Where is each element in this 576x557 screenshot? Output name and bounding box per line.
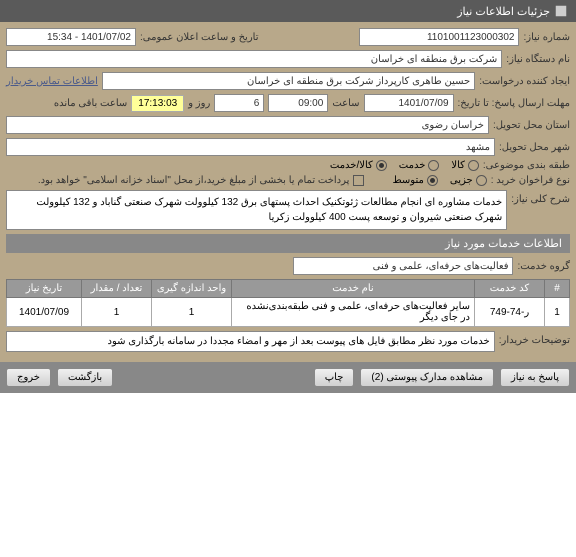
th-row: # [545, 280, 570, 298]
attachments-button[interactable]: مشاهده مدارک پیوستی (2) [360, 368, 494, 387]
payment-checkbox[interactable] [353, 175, 364, 186]
main-desc-label: شرح کلی نیاز: [511, 190, 570, 205]
radio-icon [376, 160, 387, 171]
radio-both[interactable]: کالا/خدمت [330, 160, 387, 171]
radio-mid-label: متوسط [392, 175, 423, 186]
need-number-field: 1101001123000302 [359, 28, 519, 46]
province-label: استان محل تحویل: [493, 120, 570, 131]
days-label: روز و [188, 98, 210, 109]
cell-name: سایر فعالیت‌های حرفه‌ای، علمی و فنی طبقه… [232, 298, 475, 327]
creator-label: ایجاد کننده درخواست: [479, 76, 570, 87]
radio-low-label: جزیی [450, 175, 473, 186]
radio-service-label: خدمت [399, 160, 426, 171]
services-section-bar: اطلاعات خدمات مورد نیاز [6, 234, 570, 253]
cell-code: ر-74-749 [475, 298, 545, 327]
radio-service[interactable]: خدمت [399, 160, 440, 171]
footer-buttons: پاسخ به نیاز مشاهده مدارک پیوستی (2) چاپ… [0, 362, 576, 393]
cell-idx: 1 [545, 298, 570, 327]
print-button[interactable]: چاپ [314, 368, 355, 387]
province-field: خراسان رضوی [6, 116, 489, 134]
radio-low[interactable]: جزیی [450, 175, 487, 186]
th-name: نام خدمت [232, 280, 475, 298]
creator-field: حسین طاهری کارپرداز شرکت برق منطقه ای خر… [102, 72, 475, 90]
services-table: # کد خدمت نام خدمت واحد اندازه گیری تعدا… [6, 279, 570, 327]
service-group-label: گروه خدمت: [517, 261, 570, 272]
main-desc-box: خدمات مشاوره ای انجام مطالعات ژئوتکنیک ا… [6, 190, 507, 230]
radio-icon [427, 175, 438, 186]
table-row: 1 ر-74-749 سایر فعالیت‌های حرفه‌ای، علمی… [7, 298, 570, 327]
radio-goods[interactable]: کالا [451, 160, 479, 171]
city-label: شهر محل تحویل: [499, 142, 570, 153]
device-name-field: شرکت برق منطقه ای خراسان [6, 50, 502, 68]
time-label: ساعت [332, 98, 359, 109]
back-button[interactable]: بازگشت [57, 368, 113, 387]
cell-date: 1401/07/09 [7, 298, 82, 327]
radio-icon [428, 160, 439, 171]
deadline-date-field: 1401/07/09 [364, 94, 454, 112]
header-title: جزئیات اطلاعات نیاز [457, 5, 550, 18]
radio-both-label: کالا/خدمت [330, 160, 373, 171]
announce-date-label: تاریخ و ساعت اعلان عمومی: [140, 32, 259, 43]
priority-radio-group: جزیی متوسط [392, 175, 486, 186]
payment-note: پرداخت تمام یا بخشی از مبلغ خرید،از محل … [38, 175, 350, 186]
th-unit: واحد اندازه گیری [152, 280, 232, 298]
device-name-label: نام دستگاه نیاز: [506, 54, 570, 65]
need-number-label: شماره نیاز: [523, 32, 570, 43]
info-icon [554, 4, 568, 18]
deadline-time-field: 09:00 [268, 94, 328, 112]
th-code: کد خدمت [475, 280, 545, 298]
category-label: طبقه بندی موضوعی: [483, 160, 570, 171]
announce-date-field: 1401/07/02 - 15:34 [6, 28, 136, 46]
window-header: جزئیات اطلاعات نیاز [0, 0, 576, 22]
buyer-note-label: توضیحات خریدار: [499, 331, 570, 346]
category-radio-group: کالا خدمت کالا/خدمت [330, 160, 479, 171]
priority-label: نوع فراخوان خرید : [491, 175, 570, 186]
cell-qty: 1 [82, 298, 152, 327]
remaining-label: ساعت باقی مانده [54, 98, 127, 109]
th-qty: تعداد / مقدار [82, 280, 152, 298]
respond-button[interactable]: پاسخ به نیاز [500, 368, 570, 387]
city-field: مشهد [6, 138, 495, 156]
service-group-field: فعالیت‌های حرفه‌ای، علمی و فنی [293, 257, 513, 275]
radio-goods-label: کالا [451, 160, 465, 171]
buyer-note-box: خدمات مورد نظر مطابق فایل های پیوست بعد … [6, 331, 495, 352]
deadline-label: مهلت ارسال پاسخ: تا تاریخ: [458, 98, 570, 109]
radio-icon [468, 160, 479, 171]
cell-unit: 1 [152, 298, 232, 327]
countdown-timer: 17:13:03 [131, 95, 184, 112]
radio-icon [476, 175, 487, 186]
form-body: شماره نیاز: 1101001123000302 تاریخ و ساع… [0, 22, 576, 362]
exit-button[interactable]: خروج [6, 368, 51, 387]
days-field: 6 [214, 94, 264, 112]
contact-link[interactable]: اطلاعات تماس خریدار [6, 76, 98, 87]
th-date: تاریخ نیاز [7, 280, 82, 298]
radio-mid[interactable]: متوسط [392, 175, 437, 186]
